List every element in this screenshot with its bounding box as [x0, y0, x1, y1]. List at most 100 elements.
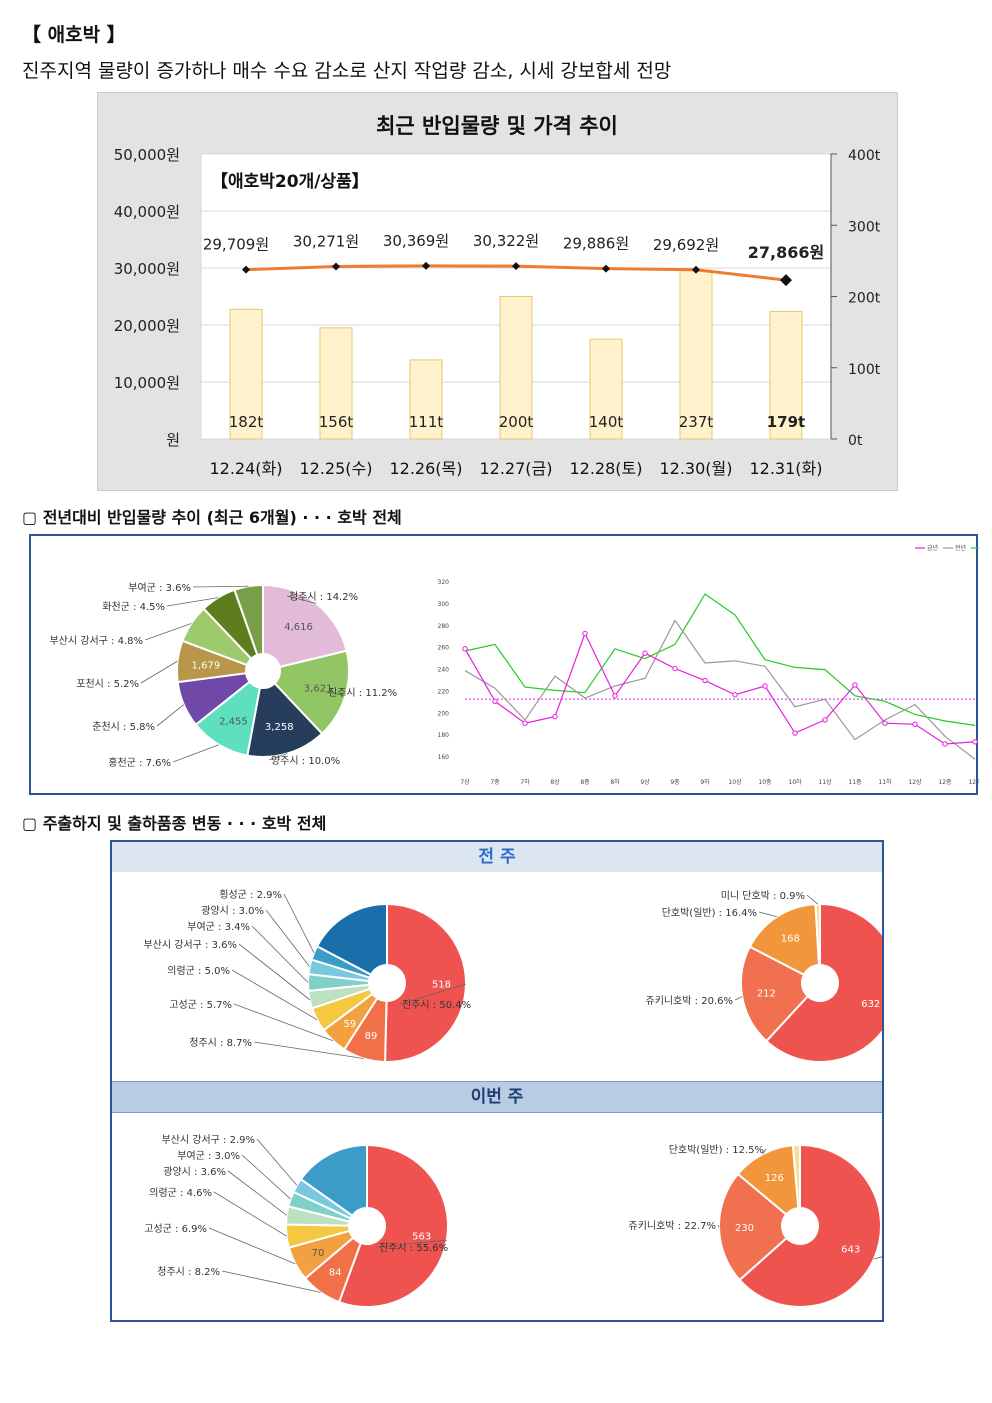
line-x-tick: 12중: [938, 779, 952, 786]
line-y-tick: 240: [438, 667, 450, 674]
y-left-tick: 50,000원: [114, 146, 180, 164]
price-marker: [692, 265, 700, 274]
slice-value: 1,679: [192, 660, 221, 671]
slice-label: 쥬키니호박 : 20.6%: [646, 995, 734, 1007]
y-right-tick: 400t: [848, 148, 881, 164]
slice-label: 양주시 : 10.0%: [271, 755, 340, 767]
leader-line: [231, 969, 318, 1021]
leader-line: [256, 1138, 298, 1186]
x-tick-label: 12.27(금): [479, 459, 552, 478]
series-point: [822, 717, 828, 723]
volume-label: 200t: [499, 413, 534, 431]
x-tick-label: 12.30(월): [659, 459, 732, 478]
leader-line: [376, 1239, 447, 1248]
slice-label: 고성군 : 6.9%: [144, 1223, 207, 1235]
slice-value: 126: [765, 1173, 784, 1184]
slice-label: 광양시 : 3.6%: [163, 1166, 226, 1178]
series-point: [762, 683, 768, 689]
leader-line: [233, 1003, 334, 1042]
series-point: [942, 741, 948, 747]
price-label: 30,369원: [383, 232, 449, 250]
slice-value: 632: [861, 999, 880, 1010]
line-y-tick: 260: [438, 645, 450, 652]
price-label: 29,886원: [563, 235, 629, 253]
series-point: [912, 721, 918, 727]
y-right-tick: 300t: [848, 219, 881, 235]
slice-value: 3,621: [304, 683, 333, 694]
price-label: 29,692원: [653, 236, 719, 254]
line-x-tick: 9중: [670, 779, 680, 786]
slice-label: 화천군 : 4.5%: [102, 601, 165, 613]
slice-label: 부여군 : 3.4%: [187, 921, 250, 933]
series-point: [522, 720, 528, 726]
slice-label: 춘천시 : 5.8%: [92, 721, 155, 733]
slice-label: 부산시 강서구 : 2.9%: [161, 1134, 255, 1146]
slice-label: 의령군 : 4.6%: [149, 1187, 212, 1199]
series-point: [462, 646, 468, 652]
leader-line: [213, 1191, 287, 1237]
y-left-tick: 원: [166, 431, 180, 449]
leader-line: [241, 1154, 291, 1200]
slice-value: 168: [781, 933, 800, 944]
slice-label: 부여군 : 3.6%: [128, 582, 191, 594]
series-point: [792, 730, 798, 736]
y-right-tick: 0t: [848, 433, 863, 449]
shipment-panel: 전 주 518 진주시 : 50.4% 89 청주시 : 8.7% 59 고성군 : 5.…: [110, 840, 884, 1322]
leader-line: [208, 1227, 296, 1265]
donut-hole: [782, 1208, 818, 1244]
slice-value: 643: [841, 1245, 860, 1256]
slice-label: 부산시 강서구 : 4.8%: [49, 635, 143, 647]
y-left-tick: 10,000원: [114, 374, 180, 392]
leader-line: [253, 1041, 364, 1059]
leader-line: [140, 660, 178, 684]
donut-slice: [718, 1172, 788, 1282]
donut-slice: [748, 903, 821, 977]
leader-line: [238, 943, 311, 1001]
donut-hole: [246, 654, 280, 688]
line-x-tick: 8상: [550, 778, 560, 786]
series-line: [464, 631, 976, 745]
line-x-tick: 12하: [968, 778, 979, 786]
slice-label: 부여군 : 3.0%: [177, 1150, 240, 1162]
series-point: [702, 677, 708, 684]
series-point: [492, 698, 498, 705]
slice-label: 홍천군 : 7.6%: [108, 756, 171, 769]
line-x-tick: 10하: [788, 778, 802, 786]
price-marker: [422, 261, 430, 270]
legend-entry: 전년: [955, 544, 966, 552]
page-subtitle: 진주지역 물량이 증가하나 매수 수요 감소로 산지 작업량 감소, 시세 강보…: [22, 60, 672, 82]
volume-bar: [409, 359, 443, 440]
volume-bar: [229, 308, 263, 440]
line-x-tick: 9상: [640, 778, 650, 786]
line-x-tick: 7하: [520, 778, 530, 786]
price-marker: [780, 274, 792, 287]
price-label: 30,271원: [293, 232, 359, 250]
x-tick-label: 12.26(목): [389, 459, 462, 478]
slice-label: 청주시 : 8.2%: [157, 1266, 220, 1278]
slice-label: 횡성군 : 2.9%: [219, 889, 282, 901]
y-right-tick: 100t: [848, 362, 881, 378]
line-y-tick: 180: [438, 732, 450, 739]
slice-label: 청주시 : 14.2%: [289, 591, 358, 603]
donut-hole: [802, 965, 838, 1001]
leader-line: [172, 744, 219, 763]
line-x-tick: 11하: [878, 778, 892, 786]
y-left-tick: 40,000원: [114, 203, 180, 221]
y-left-tick: 30,000원: [114, 260, 180, 278]
price-marker: [332, 262, 340, 271]
line-y-tick: 320: [438, 579, 450, 586]
line-x-tick: 7상: [460, 778, 470, 786]
slice-value: 2,455: [219, 716, 248, 727]
volume-label: 111t: [409, 413, 444, 431]
slice-value: 212: [757, 988, 776, 999]
slice-value: 230: [735, 1223, 754, 1234]
leader-line: [325, 691, 346, 696]
y-right-tick: 200t: [848, 291, 881, 307]
x-tick-label: 12.28(토): [569, 459, 642, 478]
line-x-tick: 11중: [848, 779, 862, 786]
slice-label: 진주시 : 55.6%: [379, 1242, 448, 1254]
line-x-tick: 11상: [818, 778, 832, 786]
